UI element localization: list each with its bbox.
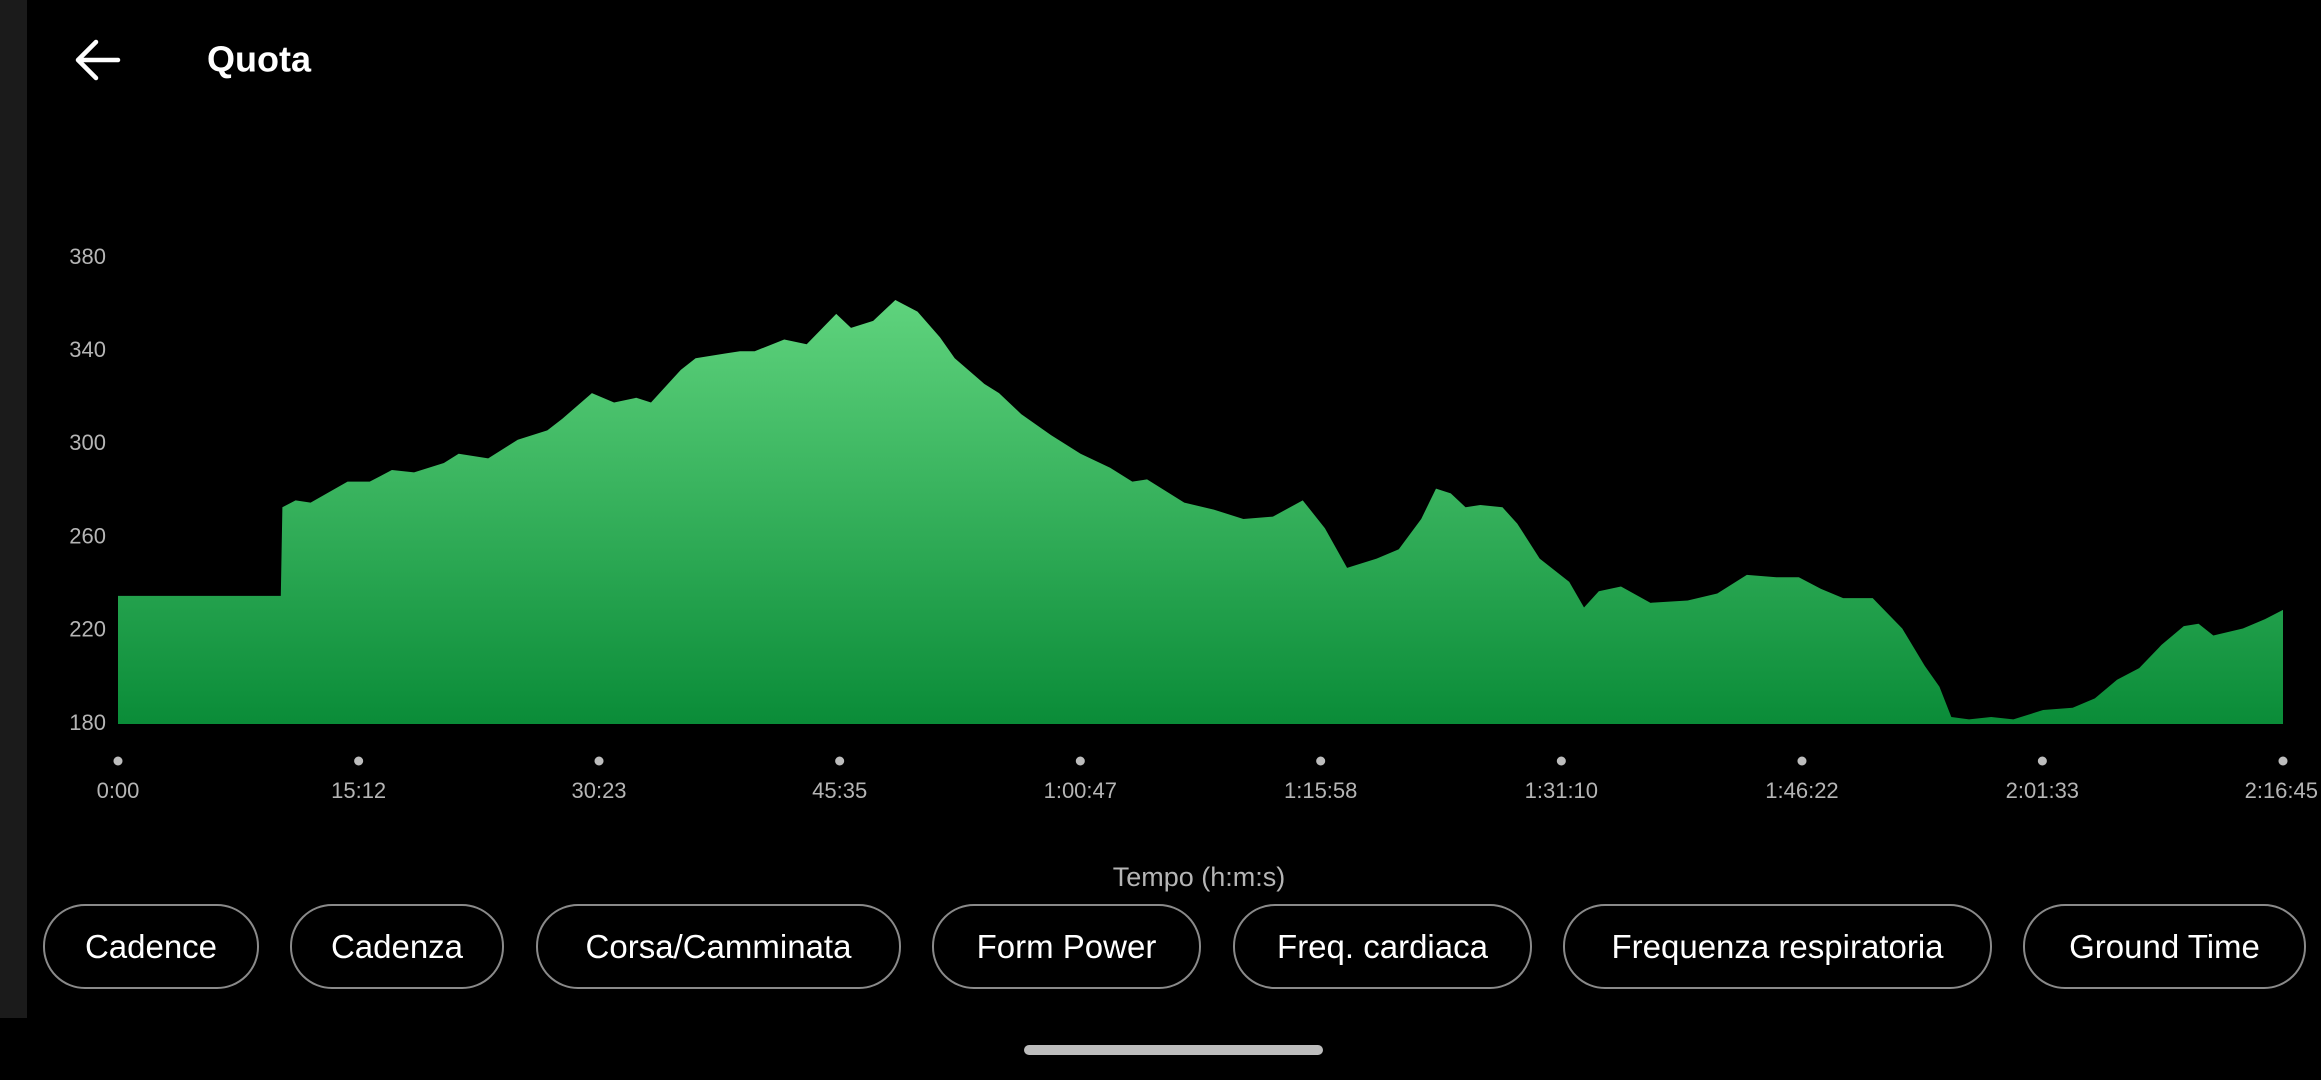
metric-chip[interactable]: Freq. cardiaca [1233, 904, 1532, 989]
x-tick-label: 1:31:10 [1525, 778, 1598, 803]
metric-chip[interactable]: Form Power [932, 904, 1201, 989]
x-tick-label: 2:01:33 [2006, 778, 2079, 803]
x-tick-dot [1316, 756, 1326, 766]
metric-chip[interactable]: Ground Time [2023, 904, 2306, 989]
x-tick-dot [2278, 756, 2288, 766]
x-tick-dot [113, 756, 123, 766]
y-tick-label: 340 [69, 337, 106, 362]
metric-chip[interactable]: Frequenza respiratoria [1563, 904, 1992, 989]
x-tick-dot [1797, 756, 1807, 766]
metric-chip[interactable]: Corsa/Camminata [536, 904, 901, 989]
y-tick-label: 380 [69, 244, 106, 269]
x-tick-dot [354, 756, 364, 766]
x-tick-label: 2:16:45 [2245, 778, 2318, 803]
x-tick-dot [835, 756, 845, 766]
page-title: Quota [207, 39, 312, 80]
x-tick-label: 1:46:22 [1765, 778, 1838, 803]
y-tick-label: 260 [69, 523, 106, 548]
side-strip [0, 0, 27, 1018]
x-tick-dot [1556, 756, 1566, 766]
elevation-area [118, 299, 2283, 724]
metric-chip[interactable]: Cadence [43, 904, 259, 989]
x-tick-label: 30:23 [571, 778, 626, 803]
x-tick-label: 1:15:58 [1284, 778, 1357, 803]
x-tick-label: 15:12 [331, 778, 386, 803]
x-axis-label: Tempo (h:m:s) [1113, 862, 1286, 892]
y-tick-label: 300 [69, 430, 106, 455]
x-tick-dot [1075, 756, 1085, 766]
x-tick-dot [2037, 756, 2047, 766]
x-tick-label: 0:00 [97, 778, 140, 803]
x-tick-label: 1:00:47 [1044, 778, 1117, 803]
x-tick-label: 45:35 [812, 778, 867, 803]
y-tick-label: 180 [69, 710, 106, 735]
y-tick-label: 220 [69, 617, 106, 642]
back-button[interactable] [75, 39, 121, 81]
home-indicator [1024, 1045, 1323, 1055]
metric-chip[interactable]: Cadenza [290, 904, 504, 989]
x-tick-dot [594, 756, 604, 766]
